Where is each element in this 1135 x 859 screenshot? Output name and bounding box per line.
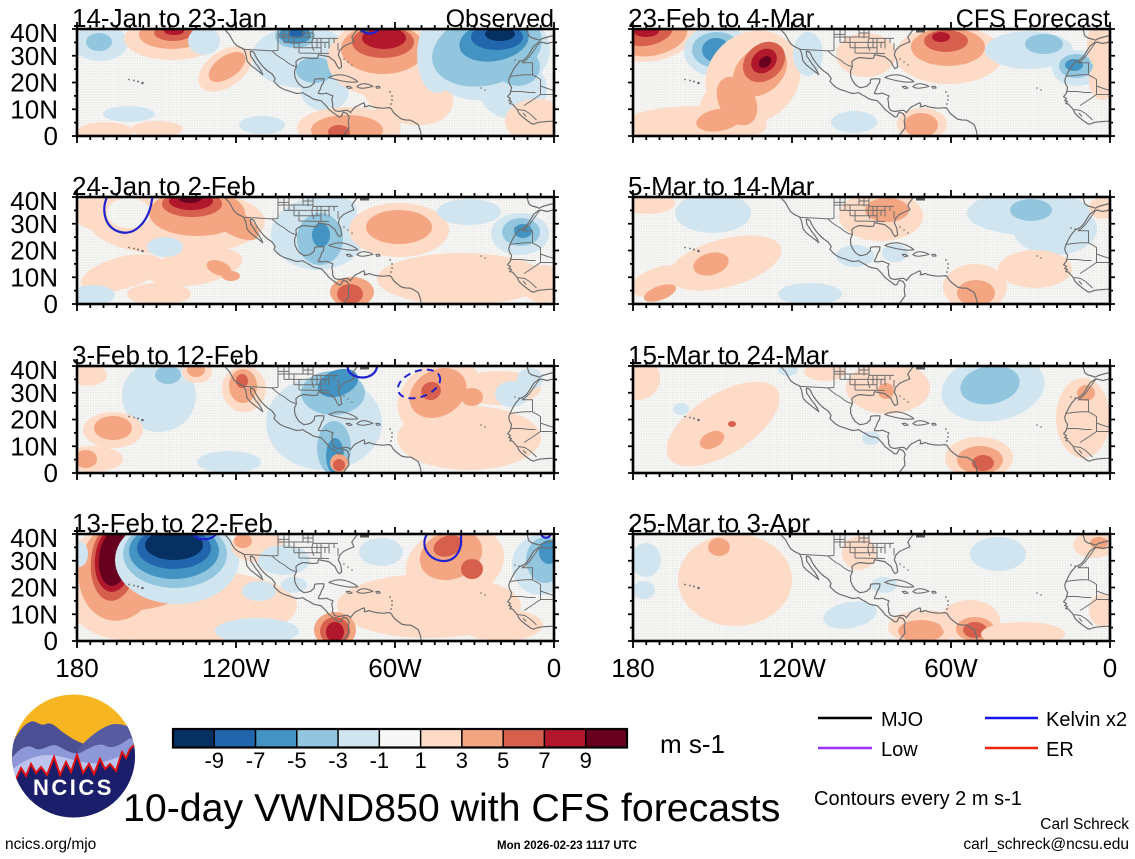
svg-text:10N: 10N [10,599,58,629]
svg-text:m s-1: m s-1 [660,729,725,759]
svg-text:25-Mar to 3-Apr: 25-Mar to 3-Apr [628,508,810,538]
svg-text:Low: Low [881,739,918,761]
svg-text:180: 180 [611,653,654,683]
svg-text:0: 0 [44,458,58,488]
svg-text:30N: 30N [10,41,58,71]
svg-text:40N: 40N [10,355,58,385]
svg-text:carl_schreck@ncsu.edu: carl_schreck@ncsu.edu [963,836,1129,853]
svg-text:-3: -3 [328,748,348,773]
svg-text:40N: 40N [10,18,58,48]
svg-text:5-Mar to 14-Mar: 5-Mar to 14-Mar [628,171,815,201]
svg-text:1: 1 [415,748,427,773]
svg-text:60W: 60W [368,653,422,683]
svg-text:-9: -9 [204,748,224,773]
svg-text:20N: 20N [10,405,58,435]
svg-text:13-Feb to 22-Feb: 13-Feb to 22-Feb [72,508,273,538]
svg-text:30N: 30N [10,546,58,576]
svg-text:NCICS: NCICS [33,775,114,800]
svg-text:120W: 120W [202,653,270,683]
svg-text:30N: 30N [10,209,58,239]
svg-text:15-Mar to 24-Mar: 15-Mar to 24-Mar [628,340,829,370]
svg-text:120W: 120W [758,653,826,683]
svg-text:3: 3 [456,748,468,773]
svg-text:0: 0 [44,626,58,656]
svg-text:7: 7 [538,748,550,773]
svg-text:30N: 30N [10,378,58,408]
svg-text:-1: -1 [370,748,390,773]
svg-text:0: 0 [1103,653,1117,683]
svg-text:-7: -7 [246,748,266,773]
svg-text:10N: 10N [10,431,58,461]
svg-text:Observed: Observed [446,5,554,33]
svg-text:0: 0 [547,653,561,683]
svg-text:Kelvin x2: Kelvin x2 [1046,709,1127,731]
svg-text:40N: 40N [10,186,58,216]
svg-text:10N: 10N [10,262,58,292]
svg-text:60W: 60W [924,653,978,683]
svg-text:10N: 10N [10,94,58,124]
svg-text:5: 5 [497,748,509,773]
svg-text:-5: -5 [287,748,307,773]
svg-text:14-Jan to 23-Jan: 14-Jan to 23-Jan [72,3,267,33]
svg-text:23-Feb to 4-Mar: 23-Feb to 4-Mar [628,3,815,33]
svg-text:20N: 20N [10,68,58,98]
svg-text:3-Feb to 12-Feb: 3-Feb to 12-Feb [72,340,258,370]
svg-text:0: 0 [44,121,58,151]
svg-text:Carl Schreck: Carl Schreck [1040,816,1129,833]
svg-text:MJO: MJO [881,709,923,731]
svg-text:0: 0 [44,289,58,319]
svg-text:10-day VWND850 with CFS foreca: 10-day VWND850 with CFS forecasts [123,786,780,830]
svg-text:Mon 2026-02-23 1117 UTC: Mon 2026-02-23 1117 UTC [497,840,637,852]
svg-text:ncics.org/mjo: ncics.org/mjo [5,836,96,853]
svg-text:Contours every 2 m s-1: Contours every 2 m s-1 [814,788,1022,810]
svg-text:180: 180 [55,653,98,683]
svg-text:20N: 20N [10,573,58,603]
svg-text:ER: ER [1046,739,1074,761]
svg-text:9: 9 [580,748,592,773]
svg-text:20N: 20N [10,236,58,266]
svg-text:CFS Forecast: CFS Forecast [956,5,1110,33]
svg-text:40N: 40N [10,523,58,553]
svg-text:24-Jan to 2-Feb: 24-Jan to 2-Feb [72,171,256,201]
